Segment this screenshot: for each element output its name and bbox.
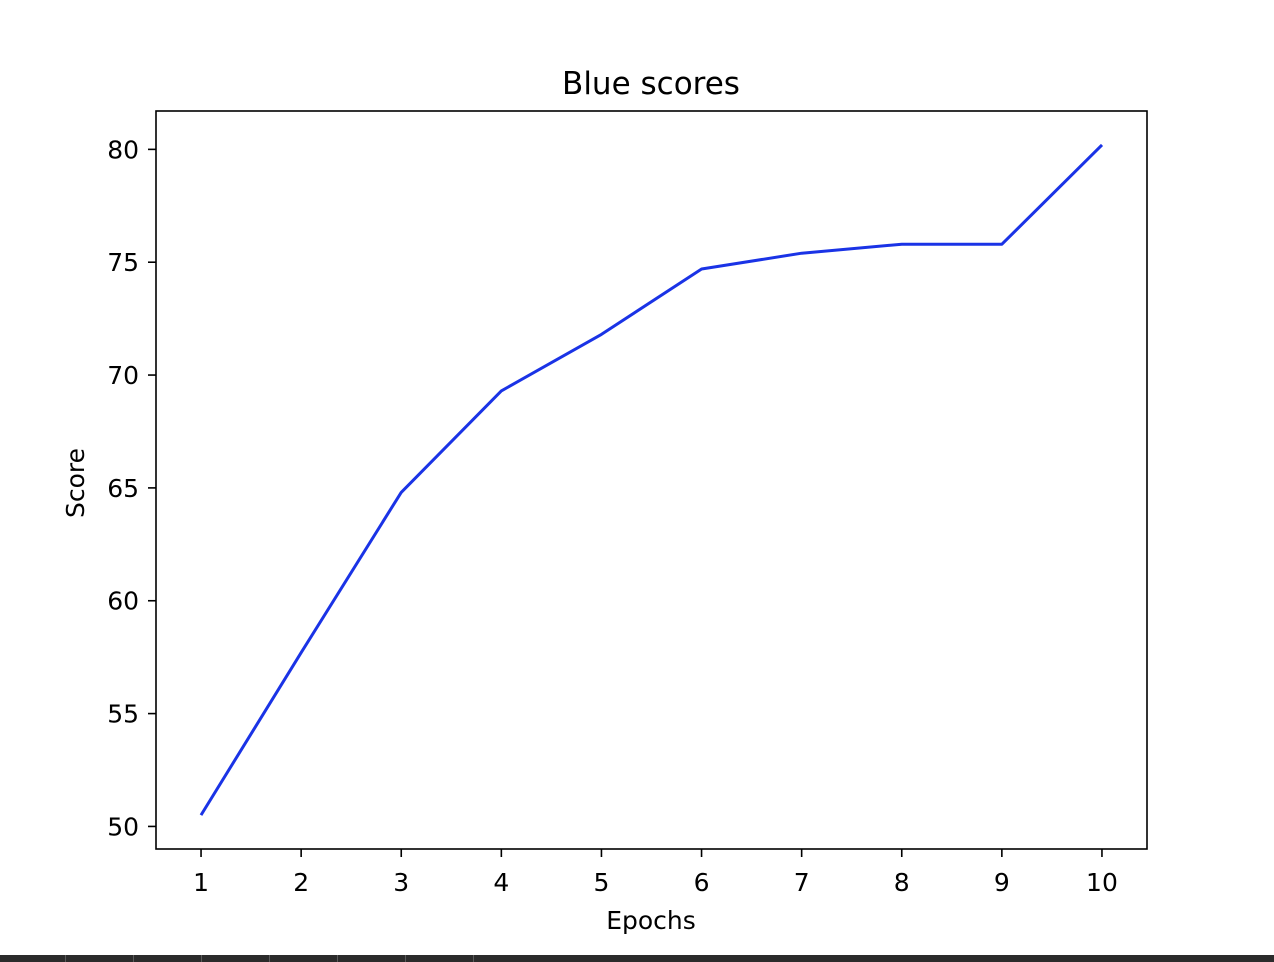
x-axis-label: Epochs <box>606 906 696 935</box>
y-axis: 50 55 60 65 70 75 80 <box>107 135 156 841</box>
x-tick-label: 7 <box>794 868 810 897</box>
x-tick-label: 6 <box>694 868 710 897</box>
y-tick-label: 75 <box>107 248 139 277</box>
x-tick-label: 2 <box>293 868 309 897</box>
y-tick-label: 70 <box>107 361 139 390</box>
y-axis-label: Score <box>61 448 90 518</box>
y-tick-label: 50 <box>107 812 139 841</box>
y-tick-label: 55 <box>107 700 139 729</box>
x-tick-label: 10 <box>1086 868 1118 897</box>
taskbar-segment <box>406 955 474 962</box>
x-tick-label: 8 <box>894 868 910 897</box>
x-tick-label: 4 <box>493 868 509 897</box>
y-tick-label: 80 <box>107 135 139 164</box>
x-tick-label: 9 <box>994 868 1010 897</box>
series-line <box>199 143 1104 816</box>
taskbar-segment <box>338 955 406 962</box>
taskbar-segment <box>0 955 66 962</box>
x-tick-label: 3 <box>393 868 409 897</box>
taskbar-segment <box>134 955 202 962</box>
taskbar-segment <box>202 955 270 962</box>
y-tick-label: 60 <box>107 587 139 616</box>
series-layer <box>199 143 1104 816</box>
y-tick-label: 65 <box>107 474 139 503</box>
chart-title: Blue scores <box>562 66 740 102</box>
taskbar-segment <box>270 955 338 962</box>
x-tick-label: 5 <box>593 868 609 897</box>
x-tick-label: 1 <box>193 868 209 897</box>
taskbar-strip <box>0 955 1274 962</box>
plot-area <box>155 110 1148 850</box>
taskbar-segment <box>66 955 134 962</box>
x-axis: 1 2 3 4 5 6 7 8 9 10 <box>193 849 1118 897</box>
